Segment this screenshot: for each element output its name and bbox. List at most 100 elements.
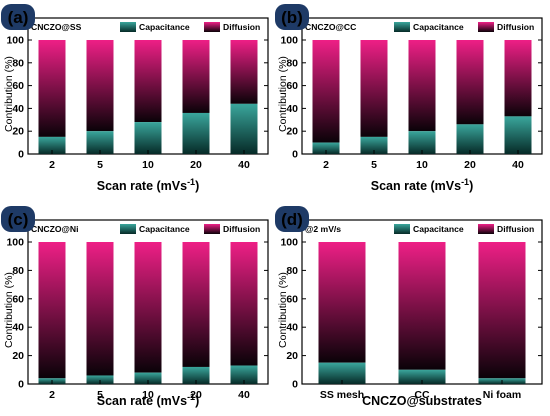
x-axis-title: CNCZO@substrates xyxy=(362,394,482,408)
bar-capacitance xyxy=(456,124,484,154)
bar-capacitance xyxy=(86,131,114,154)
bar-capacitance xyxy=(504,116,532,154)
bar-diffusion xyxy=(38,242,66,379)
legend-capacitance: Capacitance xyxy=(120,22,190,32)
bar-capacitance xyxy=(86,375,114,384)
legend-diffusion-swatch xyxy=(478,224,494,234)
legend-capacitance-label: Capacitance xyxy=(139,224,190,234)
bar-capacitance xyxy=(230,103,258,154)
bar-capacitance xyxy=(38,136,66,154)
y-tick-label: 60 xyxy=(12,293,24,305)
bar-diffusion xyxy=(230,242,258,366)
bar-diffusion xyxy=(408,40,436,132)
y-tick-label: 0 xyxy=(292,379,298,391)
bar-capacitance xyxy=(408,131,436,154)
panel-a: 0 20 40 60 80 100 Contribution (%) 2 5 10 20 40 Scan… xyxy=(1,4,269,193)
x-axis-title: Scan rate (mVs-1) xyxy=(97,177,200,193)
x-tick-label: 2 xyxy=(323,159,329,171)
bar-diffusion xyxy=(230,40,258,104)
legend-diffusion-swatch xyxy=(204,224,220,234)
y-axis-title: Contribution (%) xyxy=(3,272,15,348)
panel-label: (d) xyxy=(281,210,303,229)
y-tick-label: 40 xyxy=(12,103,24,115)
x-tick-label: CC xyxy=(414,389,430,401)
panel-d: 0 20 40 60 80 100 Contribution (%) SS mesh CC Ni … xyxy=(275,206,543,408)
x-tick-label: 40 xyxy=(512,159,524,171)
panel-inner-title: CNCZO@CC xyxy=(305,22,356,32)
panel-inner-title: CNCZO@SS xyxy=(31,22,82,32)
legend-diffusion-label: Diffusion xyxy=(223,224,260,234)
y-tick-label: 60 xyxy=(286,293,298,305)
legend-diffusion-label: Diffusion xyxy=(497,224,534,234)
panel-label: (a) xyxy=(8,8,29,27)
bar-capacitance xyxy=(134,372,162,384)
legend-diffusion: Diffusion xyxy=(478,22,534,32)
y-tick-label: 60 xyxy=(12,80,24,92)
x-tick-label: 5 xyxy=(371,159,377,171)
bar-diffusion xyxy=(134,242,162,373)
y-tick-label: 20 xyxy=(12,126,24,138)
bar-diffusion xyxy=(318,242,366,363)
bar-capacitance xyxy=(360,136,388,154)
y-tick-label: 80 xyxy=(12,57,24,69)
y-tick-label: 80 xyxy=(286,57,298,69)
bar-capacitance xyxy=(230,365,258,384)
x-tick-label: 10 xyxy=(142,159,154,171)
y-tick-label: 40 xyxy=(286,103,298,115)
panel-badge xyxy=(1,206,35,232)
bar-diffusion xyxy=(504,40,532,117)
y-tick-label: 40 xyxy=(286,322,298,334)
bar-diffusion xyxy=(38,40,66,137)
bar-diffusion xyxy=(360,40,388,137)
legend-diffusion-swatch xyxy=(478,22,494,32)
y-tick-label: 40 xyxy=(12,322,24,334)
x-tick-label: 20 xyxy=(190,159,202,171)
legend-diffusion-label: Diffusion xyxy=(497,22,534,32)
panel-inner-title: @2 mV/s xyxy=(305,224,341,234)
legend-diffusion: Diffusion xyxy=(204,22,260,32)
y-axis-title: Contribution (%) xyxy=(3,56,15,132)
y-tick-label: 20 xyxy=(286,350,298,362)
x-tick-label: 40 xyxy=(238,159,250,171)
panel-label: (b) xyxy=(281,8,303,27)
y-tick-label: 60 xyxy=(286,80,298,92)
y-axis-title: Contribution (%) xyxy=(277,56,289,132)
bar-diffusion xyxy=(478,242,526,379)
x-tick-label: 5 xyxy=(97,159,103,171)
legend-capacitance-label: Capacitance xyxy=(413,22,464,32)
x-axis-title: Scan rate (mVs-1) xyxy=(97,392,200,408)
legend-diffusion-swatch xyxy=(204,22,220,32)
legend-diffusion: Diffusion xyxy=(478,224,534,234)
x-tick-label: SS mesh xyxy=(320,389,364,401)
y-tick-label: 80 xyxy=(286,265,298,277)
x-tick-label: 20 xyxy=(464,159,476,171)
x-tick-label: 5 xyxy=(97,389,103,401)
bar-diffusion xyxy=(86,40,114,132)
bar-capacitance xyxy=(318,362,366,384)
bar-diffusion xyxy=(182,242,210,367)
bar-diffusion xyxy=(456,40,484,125)
legend-diffusion-label: Diffusion xyxy=(223,22,260,32)
y-tick-label: 100 xyxy=(280,237,298,249)
panel-label: (c) xyxy=(8,210,29,229)
legend-capacitance-swatch xyxy=(120,224,136,234)
x-tick-label: Ni foam xyxy=(483,389,522,401)
bar-diffusion xyxy=(312,40,340,143)
bar-capacitance xyxy=(182,112,210,154)
y-tick-label: 0 xyxy=(292,149,298,161)
y-tick-label: 20 xyxy=(286,126,298,138)
y-tick-label: 100 xyxy=(280,35,298,47)
legend-capacitance-swatch xyxy=(394,224,410,234)
bar-capacitance xyxy=(134,122,162,154)
y-tick-label: 100 xyxy=(6,237,24,249)
panel-b: 0 20 40 60 80 100 Contribution (%) 2 5 10 20 40 Scan… xyxy=(275,4,543,193)
legend-capacitance-label: Capacitance xyxy=(139,22,190,32)
y-axis-title: Contribution (%) xyxy=(277,272,289,348)
legend-capacitance-label: Capacitance xyxy=(413,224,464,234)
panel-badge xyxy=(275,206,309,232)
x-tick-label: 20 xyxy=(190,389,202,401)
panel-badge xyxy=(1,4,35,30)
legend-capacitance-swatch xyxy=(394,22,410,32)
y-tick-label: 0 xyxy=(18,149,24,161)
